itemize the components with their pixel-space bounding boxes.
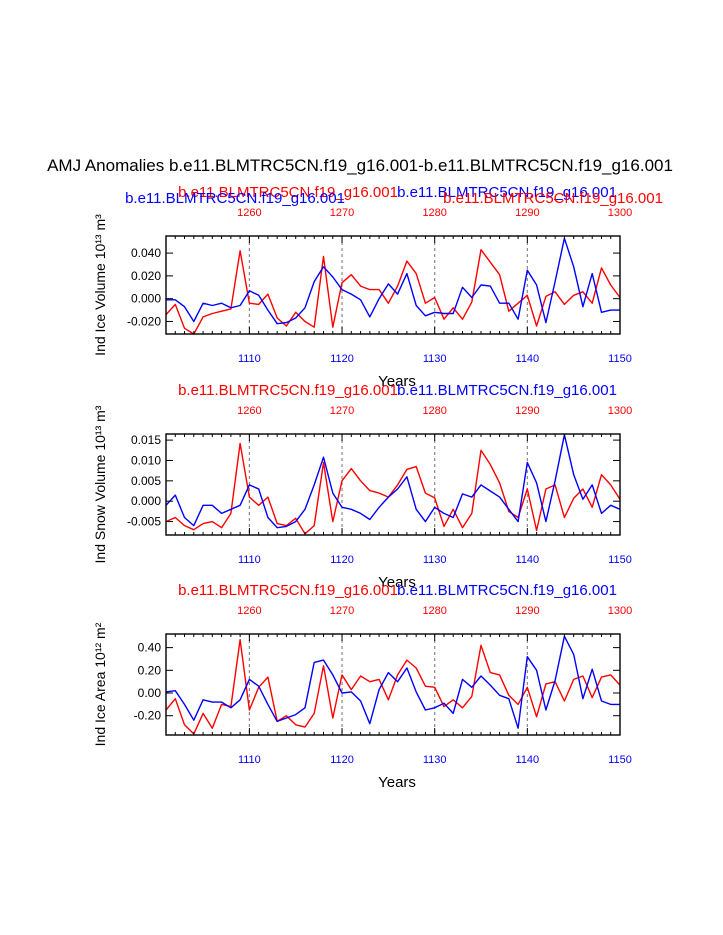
x-tick-label-bottom: 1130	[423, 754, 447, 766]
x-tick-label-top: 1270	[330, 207, 354, 219]
y-tick-label: -0.020	[127, 314, 161, 328]
case-label-red: b.e11.BLMTRC5CN.f19_g16.001	[178, 382, 398, 399]
x-tick-label-top: 1260	[237, 207, 261, 219]
x-axis-title: Years	[378, 574, 416, 591]
series-line-blue	[165, 434, 621, 529]
y-tick-label: 0.015	[131, 433, 161, 447]
y-tick-label: -0.20	[134, 709, 162, 723]
x-tick-label-top: 1270	[330, 605, 354, 617]
y-axis-title: Ind Snow Volume 10¹³ m³	[92, 405, 108, 563]
x-tick-label-bottom: 1150	[608, 353, 632, 365]
x-tick-label-top: 1290	[515, 207, 539, 219]
x-tick-label-top: 1300	[608, 605, 632, 617]
series-line-red	[165, 248, 621, 335]
y-tick-label: 0.40	[138, 641, 162, 655]
y-tick-label: 0.20	[138, 663, 162, 677]
x-tick-label-top: 1290	[515, 605, 539, 617]
x-tick-label-bottom: 1120	[330, 353, 354, 365]
x-tick-label-top: 1260	[237, 605, 261, 617]
x-tick-label-bottom: 1130	[423, 353, 447, 365]
case-label-blue-extra: b.e11.BLMTRC5CN.f19_g16.001	[125, 190, 345, 207]
x-tick-label-top: 1280	[422, 405, 446, 417]
x-tick-label-top: 1300	[608, 405, 632, 417]
x-tick-label-bottom: 1130	[423, 554, 447, 566]
x-tick-label-top: 1290	[515, 405, 539, 417]
y-tick-label: 0.000	[131, 292, 161, 306]
y-axis-title: Ind Ice Area 10¹² m²	[92, 622, 108, 746]
y-tick-label: 0.00	[138, 686, 162, 700]
panel-2: -0.005 0.000 0.005 0.010 0.015 1110 1120 1130 11…	[92, 382, 632, 591]
y-tick-label: 0.000	[131, 494, 161, 508]
x-tick-label-bottom: 1140	[516, 754, 540, 766]
x-tick-label-bottom: 1150	[608, 754, 632, 766]
x-tick-label-top: 1260	[237, 405, 261, 417]
x-tick-label-bottom: 1140	[516, 554, 540, 566]
plot-frame	[165, 235, 621, 335]
case-label-red: b.e11.BLMTRC5CN.f19_g16.001	[178, 582, 398, 599]
x-tick-label-top: 1270	[330, 405, 354, 417]
x-tick-label-bottom: 1110	[238, 353, 261, 365]
case-label-blue: b.e11.BLMTRC5CN.f19_g16.001	[397, 184, 617, 201]
y-tick-label: -0.005	[127, 515, 161, 529]
case-label-blue: b.e11.BLMTRC5CN.f19_g16.001	[397, 382, 617, 399]
case-label-red-extra: b.e11.BLMTRC5CN.f19_g16.001	[443, 190, 663, 207]
x-tick-label-bottom: 1120	[330, 754, 354, 766]
y-tick-label: 0.040	[131, 246, 161, 260]
case-label-blue: b.e11.BLMTRC5CN.f19_g16.001	[397, 582, 617, 599]
y-axis-title: Ind Ice Volume 10¹³ m³	[92, 214, 108, 356]
y-tick-label: 0.010	[131, 453, 161, 467]
series-line-red	[165, 639, 621, 735]
series-line-blue	[165, 635, 620, 729]
x-axis-title: Years	[378, 774, 416, 791]
x-tick-label-bottom: 1150	[608, 554, 632, 566]
y-tick-label: 0.005	[131, 474, 161, 488]
series-line-blue	[166, 237, 620, 325]
x-tick-label-bottom: 1120	[330, 554, 354, 566]
x-tick-label-bottom: 1110	[238, 554, 261, 566]
panel-3: -0.20 0.00 0.20 0.40 1110 1120 1130 1140 1150 126…	[92, 582, 632, 791]
plot-frame	[165, 633, 621, 736]
x-tick-label-top: 1280	[422, 207, 446, 219]
series-line-red	[165, 442, 621, 535]
x-tick-label-top: 1280	[422, 605, 446, 617]
x-tick-label-bottom: 1110	[238, 754, 261, 766]
x-tick-label-bottom: 1140	[516, 353, 540, 365]
plot-frame	[165, 433, 621, 536]
x-tick-label-top: 1300	[608, 207, 632, 219]
panel-1: -0.020 0.000 0.020 0.040 1110 1120 1130 1140 115…	[92, 184, 663, 390]
y-tick-label: 0.020	[131, 269, 161, 283]
figure-title: AMJ Anomalies b.e11.BLMTRC5CN.f19_g16.00…	[47, 156, 673, 175]
x-axis-title: Years	[378, 373, 416, 390]
case-label-red: b.e11.BLMTRC5CN.f19_g16.001	[178, 184, 398, 201]
